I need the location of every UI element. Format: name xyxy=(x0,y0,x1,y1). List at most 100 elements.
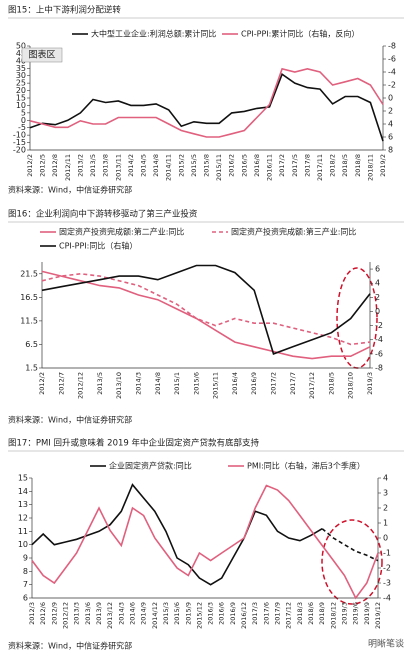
y2-tick-label: 0 xyxy=(375,307,380,316)
y-tick-label: 15 xyxy=(16,94,26,103)
x-tick-label: 2018/8 xyxy=(354,154,362,177)
x-tick-label: 2012/9 xyxy=(50,602,58,625)
y2-tick-label: 6 xyxy=(388,133,393,142)
legend-label: 固定资产投资完成额:第三产业:同比 xyxy=(231,227,356,237)
y2-tick-label: -6 xyxy=(388,55,396,64)
x-tick-label: 2016/8 xyxy=(253,154,261,177)
y-tick-label: 5 xyxy=(21,108,26,117)
x-tick-label: 2015/3 xyxy=(162,602,170,625)
y2-tick-label: -3 xyxy=(383,579,391,588)
series-line xyxy=(41,270,371,360)
y2-tick-label: 8 xyxy=(388,146,393,155)
x-tick-label: 2014/8 xyxy=(152,154,160,177)
y2-tick-label: 4 xyxy=(375,279,380,288)
y2-tick-label: -8 xyxy=(375,364,383,373)
y-tick-label: 35 xyxy=(16,64,26,73)
x-tick-label: 2014/5 xyxy=(139,154,147,177)
x-tick-label: 2017/12 xyxy=(308,372,316,399)
y2-tick-label: -2 xyxy=(388,81,396,90)
x-tick-label: 2018/9 xyxy=(318,602,326,625)
y-tick-label: -15 xyxy=(13,138,26,147)
watermark: 明晰笔谈 xyxy=(368,638,404,650)
series-line xyxy=(29,72,384,142)
y2-tick-label: -2 xyxy=(375,321,383,330)
x-tick-label: 2015/6 xyxy=(192,372,200,395)
x-tick-label: 2015/11 xyxy=(215,154,223,181)
x-tick-label: 2019/2 xyxy=(379,154,387,177)
y-tick-label: 25 xyxy=(16,79,26,88)
y-tick-label: 13 xyxy=(18,500,28,509)
x-tick-label: 2019/3 xyxy=(366,372,374,395)
series-line xyxy=(31,484,379,600)
y2-tick-label: -4 xyxy=(388,68,396,77)
x-tick-label: 2016/12 xyxy=(240,602,248,629)
x-tick-label: 2015/1 xyxy=(173,372,181,395)
x-tick-label: 2014/3 xyxy=(117,602,125,625)
x-tick-label: 2015/8 xyxy=(203,154,211,177)
y-tick-label: 30 xyxy=(16,71,26,80)
x-tick-label: 2016/9 xyxy=(229,602,237,625)
y-tick-label: 6 xyxy=(23,594,28,603)
x-tick-label: 2015/9 xyxy=(184,602,192,625)
x-tick-label: 2015/12 xyxy=(195,602,203,629)
x-tick-label: 2013/11 xyxy=(114,154,122,181)
x-tick-label: 2017/5 xyxy=(291,154,299,177)
x-tick-label: 2012/3 xyxy=(28,602,36,625)
x-tick-label: 2013/10 xyxy=(115,372,123,399)
x-tick-label: 2016/2 xyxy=(228,154,236,177)
y2-tick-label: 6 xyxy=(375,265,380,274)
y-tick-label: 6.5 xyxy=(25,340,38,349)
x-tick-label: 2012/7 xyxy=(57,372,65,395)
x-tick-label: 2019/3 xyxy=(341,602,349,625)
x-tick-label: 2012/2 xyxy=(38,372,46,395)
x-tick-label: 2012/6 xyxy=(39,602,47,625)
x-tick-label: 2018/10 xyxy=(347,372,355,399)
x-tick-label: 2013/12 xyxy=(106,602,114,629)
y-tick-label: 50 xyxy=(16,42,26,51)
y2-tick-label: 4 xyxy=(383,474,388,483)
series-line xyxy=(31,483,323,586)
y-tick-label: 11 xyxy=(18,527,28,536)
x-tick-label: 2014/8 xyxy=(154,372,162,395)
y2-tick-label: 1 xyxy=(383,519,388,528)
x-tick-label: 2018/6 xyxy=(307,602,315,625)
y2-tick-label: 4 xyxy=(388,120,393,129)
y-tick-label: 0 xyxy=(21,116,26,125)
y2-tick-label: 2 xyxy=(383,504,388,513)
x-tick-label: 2017/12 xyxy=(285,602,293,629)
source-note: 资料来源：Wind，中信证券研究部 xyxy=(8,415,132,425)
x-tick-label: 2017/11 xyxy=(316,154,324,181)
series-line xyxy=(41,264,371,355)
x-tick-label: 2012/12 xyxy=(77,372,85,399)
x-tick-label: 2016/4 xyxy=(231,372,239,395)
legend-label: 固定资产投资完成额:第二产业:同比 xyxy=(59,227,184,237)
x-tick-label: 2014/2 xyxy=(127,154,135,177)
legend-label: PMI:同比（右轴，滞后3个季度） xyxy=(247,461,365,471)
legend-label: CPI-PPI:累计同比（右轴，反向） xyxy=(241,29,359,39)
x-tick-label: 2016/6 xyxy=(218,602,226,625)
figure-caption: 图17：PMI 回升或意味着 2019 年中企业固定资产贷款有底部支持 xyxy=(8,438,260,449)
x-tick-label: 2013/8 xyxy=(102,154,110,177)
x-tick-label: 2012/12 xyxy=(61,602,69,629)
y-tick-label: -10 xyxy=(13,131,26,140)
x-tick-label: 2014/11 xyxy=(165,154,173,181)
x-tick-label: 2013/9 xyxy=(95,602,103,625)
y-tick-label: 1.5 xyxy=(25,364,38,373)
x-tick-label: 2017/8 xyxy=(303,154,311,177)
y-tick-label: 8 xyxy=(23,567,28,576)
x-tick-label: 2015/2 xyxy=(177,154,185,177)
x-tick-label: 2018/5 xyxy=(327,372,335,395)
y-tick-label: 20 xyxy=(16,86,26,95)
series-line xyxy=(29,67,384,138)
x-tick-label: 2013/2 xyxy=(76,154,84,177)
x-tick-label: 2016/3 xyxy=(207,602,215,625)
x-tick-label: 2018/11 xyxy=(366,154,374,181)
y-tick-label: 45 xyxy=(16,49,26,58)
y2-tick-label: -4 xyxy=(383,594,391,603)
x-tick-label: 2015/5 xyxy=(190,154,198,177)
x-tick-label: 2013/3 xyxy=(73,602,81,625)
source-note: 资料来源：Wind，中信证券研究部 xyxy=(8,185,132,195)
x-tick-label: 2012/2 xyxy=(26,154,34,177)
